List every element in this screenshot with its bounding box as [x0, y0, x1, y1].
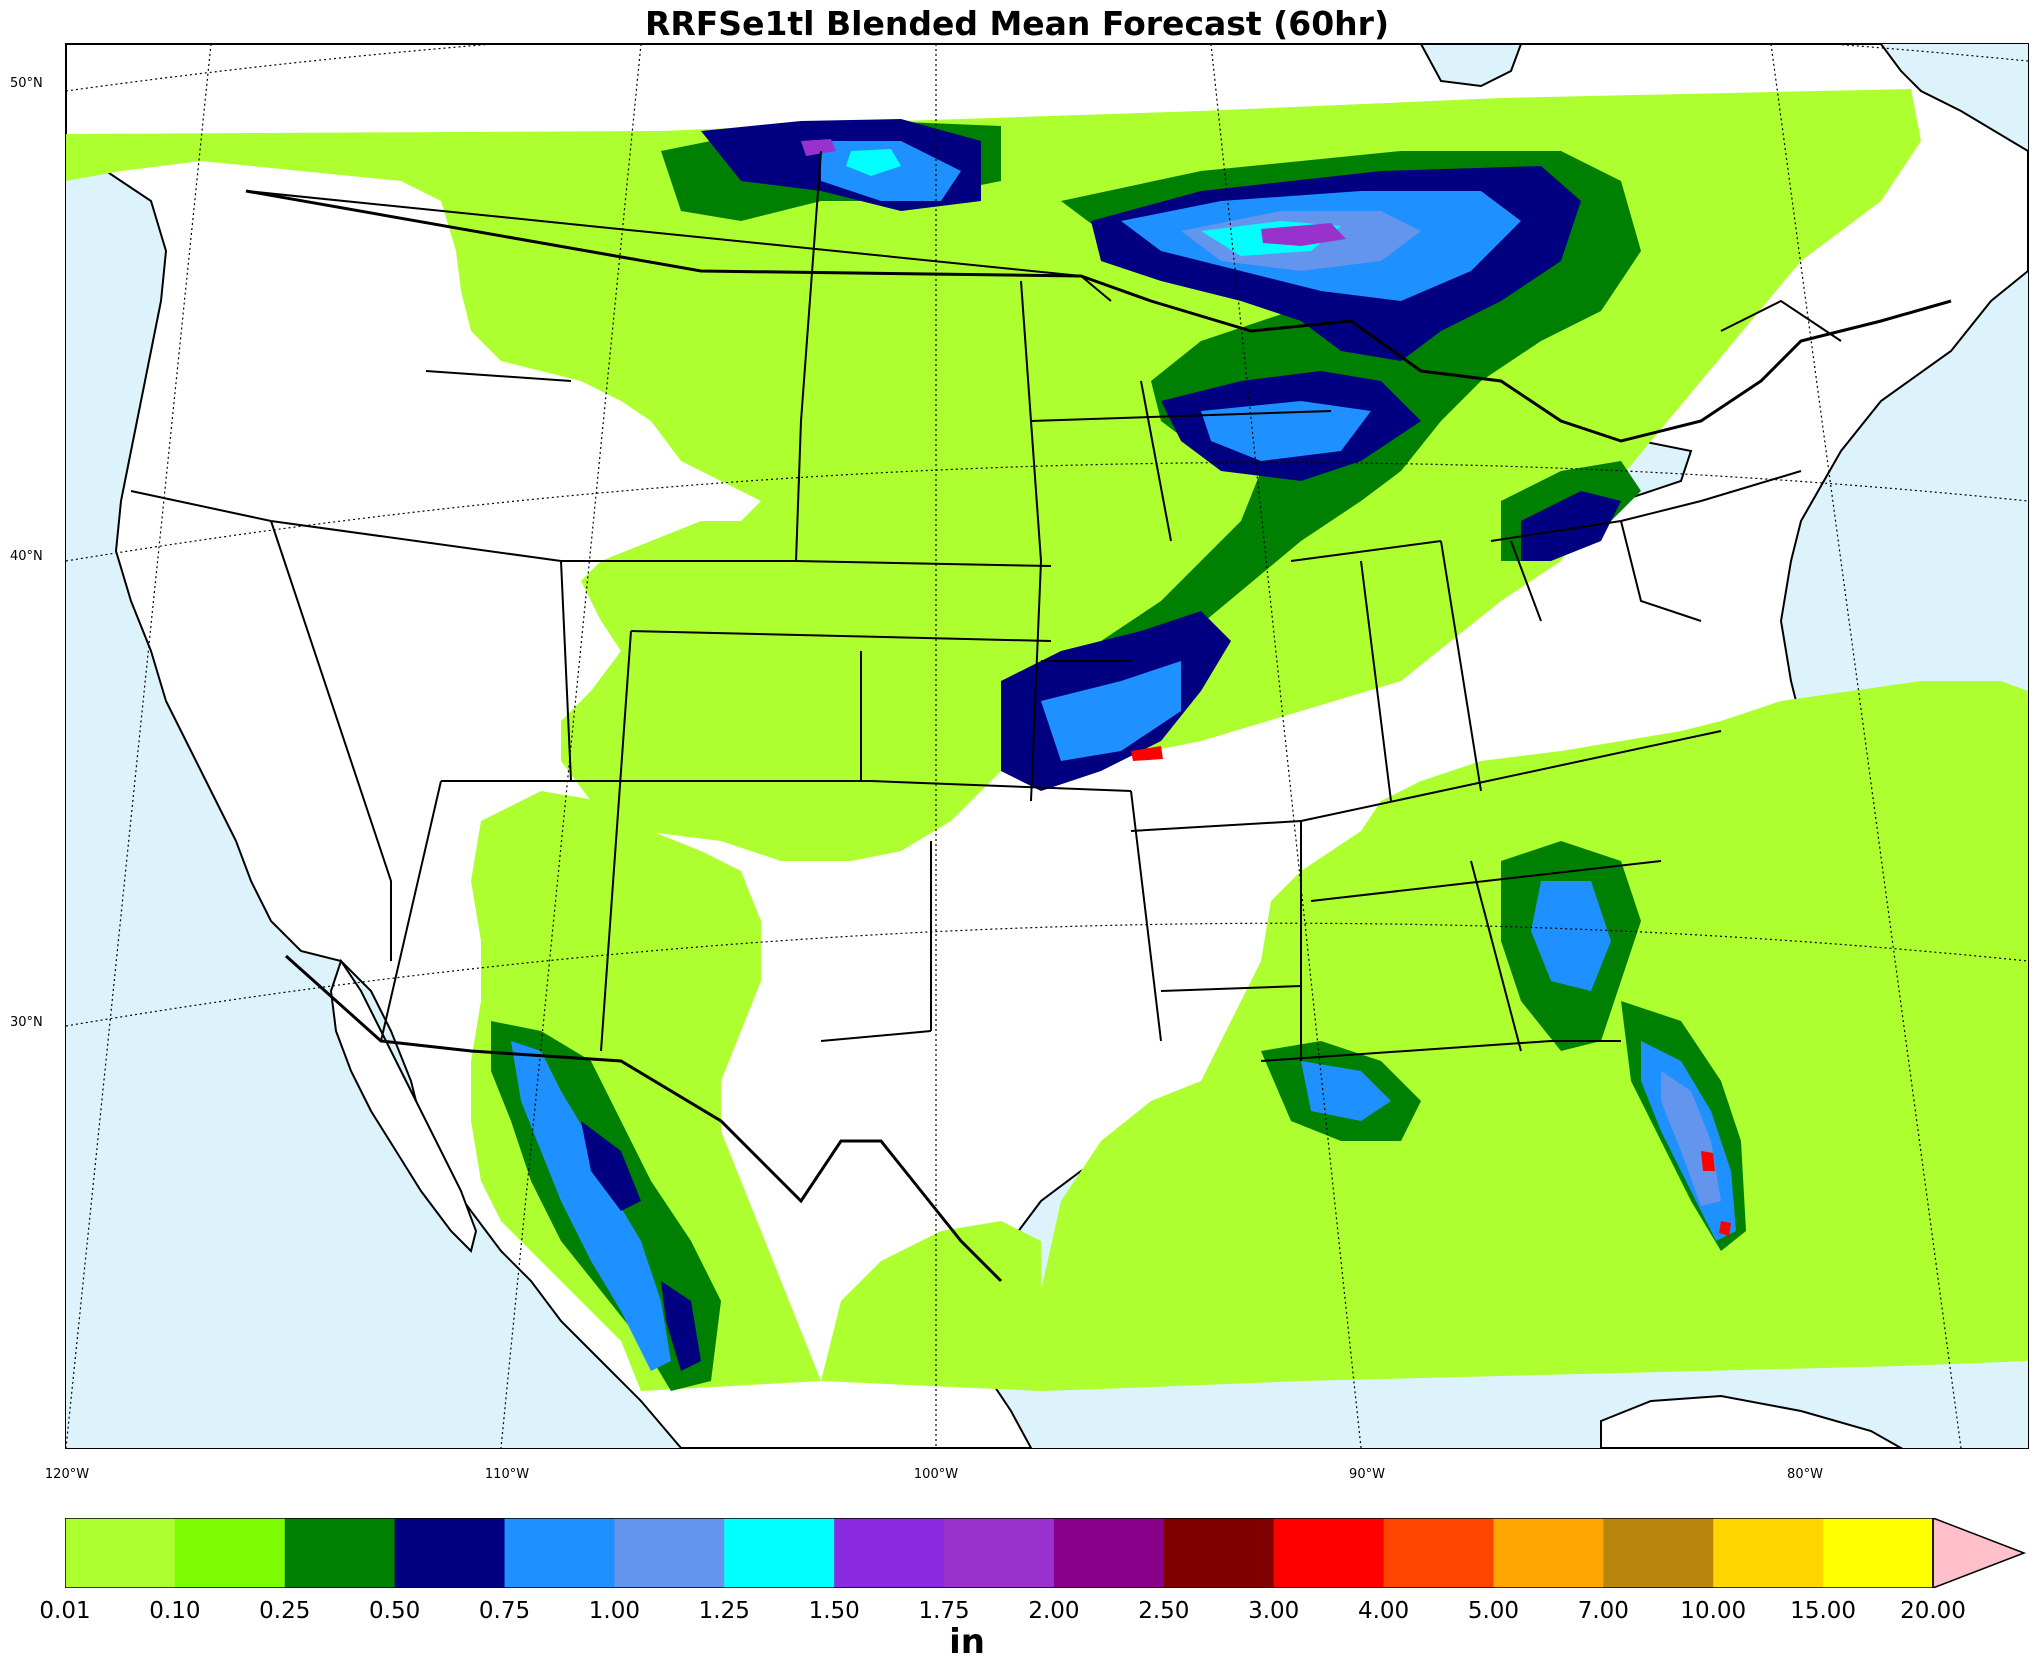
chart-title: RRFSe1tl Blended Mean Forecast (60hr) [644, 4, 1390, 43]
colorbar-tick-label: 2.50 [1138, 1598, 1190, 1624]
colorbar-swatch [1603, 1518, 1714, 1588]
precip-field-010 [801, 139, 1346, 246]
precip-field-011 [1131, 746, 1163, 761]
colorbar-swatch [1273, 1518, 1385, 1588]
colorbar [65, 1518, 2027, 1588]
colorbar-swatch [1053, 1518, 1165, 1588]
map-panel [65, 43, 2029, 1449]
precip-field-017 [1661, 1071, 1721, 1206]
graticule [66, 44, 2028, 1448]
colorbar-swatch [1713, 1518, 1824, 1588]
colorbar-swatch [834, 1518, 945, 1588]
colorbar-tick-label: 0.75 [478, 1598, 531, 1624]
colorbar-tick-label: 0.50 [369, 1598, 421, 1624]
colorbar-swatch [724, 1518, 835, 1588]
colorbar-swatch [614, 1518, 725, 1588]
colorbar-tick-label: 20.00 [1900, 1598, 1966, 1624]
colorbar-tick-label: 1.25 [698, 1598, 750, 1624]
colorbar-tick-label: 2.00 [1028, 1598, 1080, 1624]
land-cuba [1600, 1394, 1904, 1448]
lon-label-120w: 120°W [44, 1467, 90, 1482]
colorbar-tick-label: 0.01 [39, 1598, 91, 1624]
precip-field-009 [846, 149, 1341, 256]
lat-label-50: 50°N [10, 76, 43, 91]
colorbar-swatch [944, 1518, 1055, 1588]
colorbar-swatch [174, 1518, 286, 1588]
colorbar-swatches [65, 1518, 1934, 1588]
lon-label-110w: 110°W [484, 1467, 530, 1482]
colorbar-extend-triangle [1932, 1518, 2027, 1588]
colorbar-swatch [1383, 1518, 1494, 1588]
colorbar-tick-label: 1.50 [808, 1598, 860, 1624]
lon-label-80w: 80°W [1787, 1467, 1823, 1482]
us-mexico-border [284, 954, 1003, 1283]
lat-label-30: 30°N [10, 1015, 43, 1030]
lon-label-100w: 100°W [913, 1467, 959, 1482]
colorbar-tick-label: 15.00 [1790, 1598, 1857, 1624]
precip-field-014 [581, 1121, 701, 1371]
lon-label-90w: 90°W [1349, 1467, 1385, 1482]
precip-field-015 [1261, 841, 1746, 1251]
colorbar-tick-label: 1.75 [918, 1598, 970, 1624]
colorbar-tick-label: 1.00 [588, 1598, 641, 1624]
colorbar-swatch [65, 1518, 176, 1588]
state-borders [130, 150, 1842, 1062]
colorbar-outline [65, 1518, 1934, 1588]
colorbar-swatch [284, 1518, 396, 1588]
precip-field-004 [821, 1221, 1041, 1391]
colorbar-swatch [394, 1518, 506, 1588]
lat-label-40: 40°N [10, 549, 43, 564]
land-baja-california [329, 958, 478, 1253]
map-svg [66, 44, 2028, 1448]
colorbar-tick-label: 4.00 [1357, 1598, 1410, 1624]
colorbar-tick-label: 5.00 [1467, 1598, 1520, 1624]
precip-field-003 [471, 791, 821, 1391]
colorbar-swatch [1493, 1518, 1604, 1588]
colorbar-tick-label: 7.00 [1577, 1598, 1629, 1624]
precip-field-002 [1041, 681, 2028, 1391]
colorbar-swatch [1163, 1518, 1275, 1588]
us-canada-border [245, 189, 1952, 443]
precip-field-018 [1701, 1151, 1731, 1236]
precip-field-016 [1301, 881, 1736, 1241]
colorbar-units-label: in [949, 1622, 985, 1662]
colorbar-tick-label: 0.10 [149, 1598, 201, 1624]
colorbar-tick-label: 0.25 [259, 1598, 311, 1624]
colorbar-tick-label: 3.00 [1248, 1598, 1300, 1624]
precip-field-007 [821, 141, 1521, 761]
colorbar-swatch [504, 1518, 615, 1588]
colorbar-swatch [1823, 1518, 1934, 1588]
precip-field-013 [511, 1041, 671, 1371]
colorbar-tick-label: 10.00 [1680, 1598, 1747, 1624]
water-hudson-bay [1419, 44, 1523, 88]
